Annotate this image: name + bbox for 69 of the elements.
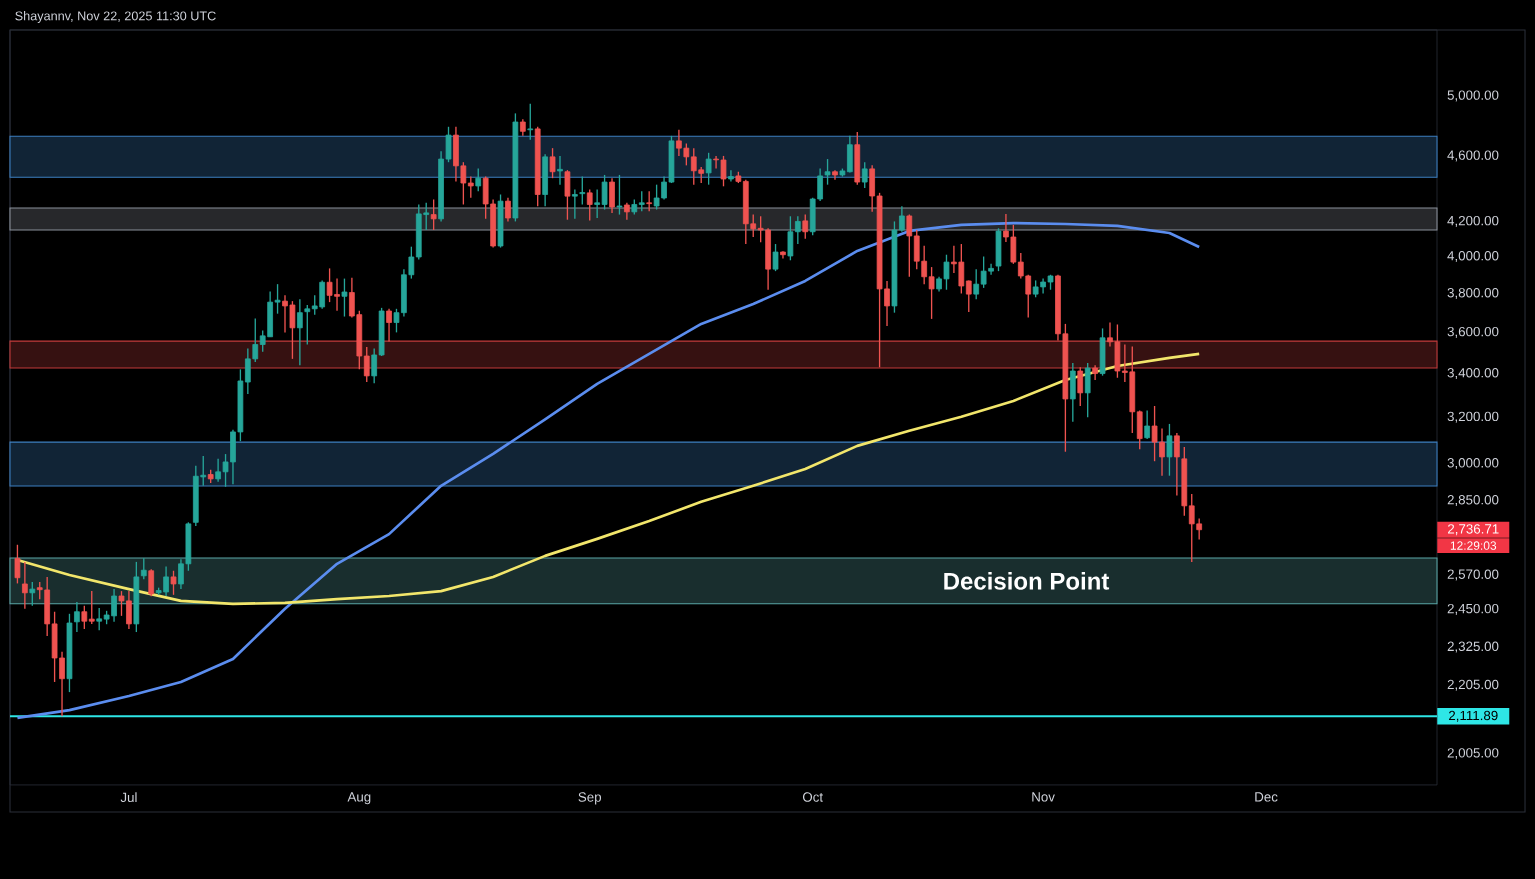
candlestick xyxy=(705,152,712,186)
x-tick-label: Oct xyxy=(802,792,823,802)
candlestick xyxy=(29,581,36,607)
candlestick xyxy=(386,308,392,343)
candlestick xyxy=(1166,423,1173,477)
candlestick xyxy=(81,605,88,630)
candlestick xyxy=(772,243,779,272)
candlestick xyxy=(341,277,348,318)
candlestick xyxy=(96,607,103,631)
candlestick xyxy=(794,215,801,245)
candlestick xyxy=(304,304,311,346)
band-label: Decision Point xyxy=(944,572,1110,590)
candlestick xyxy=(638,190,645,212)
candlestick xyxy=(371,347,378,384)
candlestick xyxy=(1144,409,1150,440)
y-tick-label: 3,400.00 xyxy=(1447,368,1499,380)
candlestick xyxy=(646,190,653,212)
candlestick xyxy=(572,188,578,220)
x-tick-label: Nov xyxy=(1032,792,1055,802)
candlestick xyxy=(579,175,586,206)
candlestick xyxy=(928,266,935,320)
candlestick xyxy=(475,167,482,192)
candlestick xyxy=(363,346,370,383)
y-tick-label: 4,200.00 xyxy=(1447,215,1499,227)
candlestick xyxy=(148,568,155,597)
candlestick xyxy=(527,103,534,141)
ref-line-label: 2,111.89 xyxy=(1448,710,1498,722)
x-tick-label: Sep xyxy=(578,792,602,805)
candlestick xyxy=(1174,432,1180,497)
candlestick xyxy=(973,268,980,300)
x-tick-label: Aug xyxy=(347,792,371,805)
y-tick-label: 2,850.00 xyxy=(1447,495,1499,507)
y-tick-label: 3,600.00 xyxy=(1447,326,1499,338)
y-tick-label: 5,000.00 xyxy=(1447,90,1499,102)
candlestick xyxy=(616,174,623,216)
text: 12:29:03 xyxy=(1450,541,1497,550)
candlestick xyxy=(728,169,734,183)
y-tick-label: 2,205.00 xyxy=(1447,679,1499,691)
candlestick xyxy=(88,590,95,625)
candlestick xyxy=(906,213,913,278)
candlestick xyxy=(557,155,563,186)
x-tick-label: Dec xyxy=(1255,792,1278,802)
y-tick-label: 2,450.00 xyxy=(1447,603,1499,615)
candlestick xyxy=(170,570,177,596)
candlestick xyxy=(586,188,593,222)
y-tick-label: 3,200.00 xyxy=(1447,411,1499,423)
candlestick xyxy=(74,601,80,633)
y-tick-label: 3,800.00 xyxy=(1447,287,1499,300)
y-tick-label: 4,600.00 xyxy=(1447,150,1499,162)
candlestick xyxy=(965,279,972,313)
candlestick xyxy=(549,147,556,179)
y-tick-label: 3,000.00 xyxy=(1447,458,1499,470)
y-tick-label: 2,325.00 xyxy=(1447,641,1499,653)
y-tick-label: 2,570.00 xyxy=(1447,569,1499,581)
candlestick xyxy=(802,213,809,240)
candlestick xyxy=(140,557,147,580)
text: Shayannv, Nov 22, 2025 11:30 UTC xyxy=(15,11,216,23)
candlestick xyxy=(505,197,511,223)
candlestick xyxy=(297,298,303,366)
candlestick xyxy=(861,161,868,189)
candlestick xyxy=(22,561,28,610)
y-tick-label: 2,005.00 xyxy=(1447,748,1499,760)
candlestick xyxy=(1077,366,1084,407)
text: 2,736.71 xyxy=(1447,524,1499,536)
candlestick xyxy=(14,544,21,585)
candlestick xyxy=(430,198,437,231)
y-tick-label: 4,000.00 xyxy=(1447,251,1499,263)
x-tick-label: Jul xyxy=(120,792,137,803)
candlestick xyxy=(467,175,474,199)
